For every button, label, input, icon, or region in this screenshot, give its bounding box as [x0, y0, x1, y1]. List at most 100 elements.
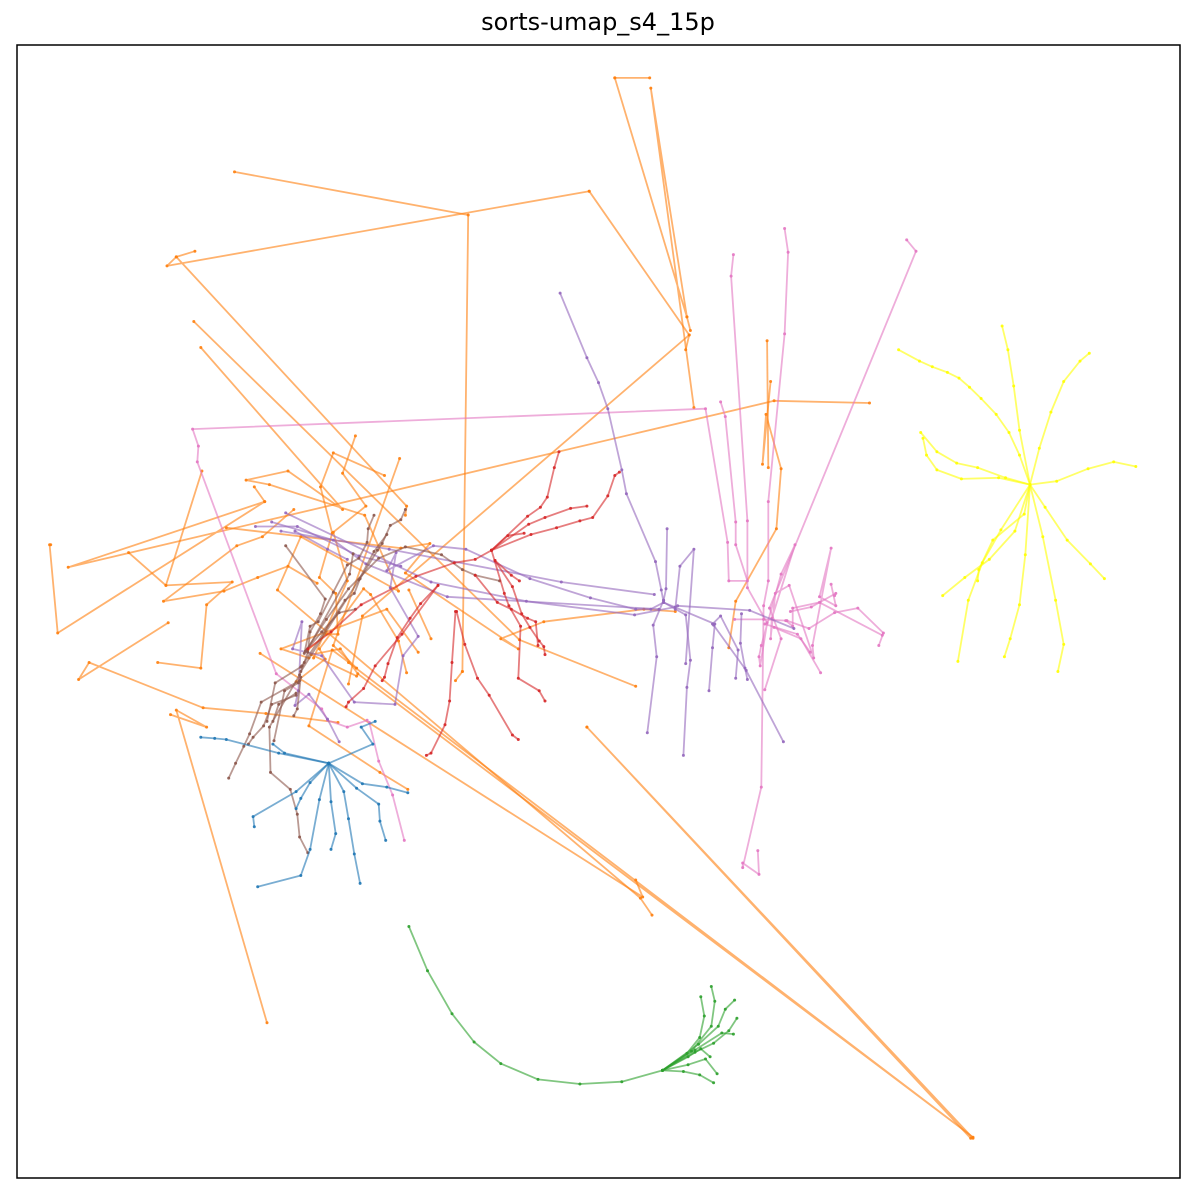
series-4-point-8-4	[510, 733, 514, 737]
series-0-point-19-1	[279, 647, 283, 651]
series-2-point-11-0	[270, 520, 274, 524]
series-2-point-2-1	[684, 613, 688, 617]
series-7-point-1-5	[919, 431, 923, 434]
series-0-point-0-1	[648, 76, 652, 80]
series-7-point-5-3	[1112, 460, 1116, 464]
series-7-point-0-5	[968, 385, 971, 389]
series-1-segment-3	[730, 254, 837, 667]
series-6-point-5-2	[699, 1047, 703, 1051]
series-5-point-2-2	[251, 815, 255, 819]
series-7-point-0-3	[994, 412, 998, 416]
series-4-point-10-3	[362, 687, 366, 690]
series-2-point-11-4	[657, 607, 661, 611]
series-4-point-3-4	[585, 504, 589, 508]
series-3-point-3-2	[316, 620, 320, 624]
series-4-point-2-2	[538, 505, 542, 509]
series-0-point-7-6	[397, 589, 400, 593]
series-1-point-4-3	[779, 637, 783, 641]
series-1-point-0-14	[345, 725, 349, 729]
series-7-point-6-3	[1088, 562, 1092, 566]
series-3-point-0-9	[288, 787, 292, 791]
series-0-point-6-5	[734, 599, 738, 603]
series-0-point-11-1	[77, 678, 81, 681]
series-3-point-7-2	[271, 719, 275, 723]
series-3-point-12-1	[348, 572, 352, 576]
series-4-point-9-3	[443, 723, 447, 727]
series-5-point-4-2	[308, 847, 312, 851]
series-1-point-0-5	[727, 579, 731, 583]
series-2-segment-12	[255, 525, 402, 568]
series-0-segment-10	[162, 508, 318, 603]
series-0-segment-20	[766, 340, 770, 468]
series-5-point-7-1	[355, 786, 359, 790]
series-5-point-7-4	[384, 838, 388, 842]
series-6-segment-5	[662, 1047, 711, 1072]
series-7-point-3-1	[1018, 428, 1021, 432]
series-1-point-2-1	[786, 250, 790, 254]
series-1-point-7-2	[784, 619, 788, 623]
series-2-point-14-2	[345, 557, 349, 561]
series-2-point-0-12	[528, 577, 532, 581]
series-1-point-3-3	[745, 586, 749, 590]
series-5-point-7-3	[378, 819, 382, 823]
series-4-point-6-5	[542, 645, 546, 649]
series-4-point-5-2	[517, 579, 521, 583]
series-2-point-0-22	[320, 654, 324, 658]
series-2-point-0-1	[585, 356, 589, 360]
series-6-point-2-2	[709, 1024, 713, 1028]
series-5-segment-2	[252, 762, 330, 827]
series-7	[897, 324, 1138, 673]
series-2-point-6-2	[736, 648, 740, 652]
series-3-point-10-2	[372, 550, 376, 553]
series-2-point-9-0	[712, 623, 716, 627]
series-3-point-8-2	[265, 719, 269, 723]
series-4-point-4-7	[617, 470, 621, 474]
series-5-point-9-2	[359, 725, 363, 729]
series-0-point-9-8	[673, 610, 677, 613]
series-4-point-8-1	[463, 642, 467, 646]
series-1-point-0-6	[726, 540, 730, 544]
series-2-point-12-3	[399, 564, 403, 568]
series-1-point-3-18	[834, 604, 838, 608]
series-0-point-8-6	[199, 666, 203, 670]
series-3-segment-5	[227, 679, 301, 779]
series-0-point-5-6	[66, 565, 70, 569]
series-2-point-1-2	[665, 527, 669, 531]
series-1-point-3-2	[745, 519, 749, 523]
series-6-point-4-1	[693, 1048, 697, 1052]
series-0-point-5-5	[263, 500, 267, 504]
series-7-point-0-1	[1018, 453, 1021, 457]
series-0-point-11-2	[87, 661, 91, 664]
series-0-point-8-2	[127, 551, 131, 555]
series-0-point-15-6	[406, 787, 410, 791]
series-6-point-1-3	[723, 1007, 727, 1011]
series-0-point-2-1	[165, 264, 169, 268]
series-0-point-0-6	[649, 86, 653, 90]
series-2-point-0-0	[558, 291, 562, 295]
series-4-point-6-3	[528, 625, 532, 629]
series-1-point-0-3	[734, 543, 738, 547]
series-3-point-5-4	[234, 761, 238, 765]
series-3-point-3-8	[372, 513, 376, 517]
series-0-point-22-3	[364, 504, 368, 508]
series-5-point-0-4	[199, 735, 203, 739]
series-3-point-1-3	[377, 556, 381, 560]
series-4-point-1-1	[495, 600, 499, 604]
series-6-point-0-7	[620, 1080, 624, 1084]
series-0-point-10-5	[256, 576, 260, 579]
series-5-point-4-1	[317, 798, 321, 802]
series-3-point-3-6	[365, 540, 369, 544]
series-5-point-0-2	[224, 738, 228, 741]
series-2-point-3-3	[707, 689, 711, 693]
series-0-point-16-3	[585, 725, 589, 729]
series-0-point-13-0	[169, 713, 172, 717]
series-0-point-3-3	[687, 333, 691, 337]
series-4-point-8-5	[516, 738, 520, 741]
series-1-point-3-1	[729, 274, 733, 278]
series-1-point-0-15	[365, 718, 369, 722]
series-3-point-7-1	[277, 702, 281, 706]
series-0-point-20-1	[766, 466, 770, 470]
series-7-point-0-10	[897, 348, 901, 352]
series-4-point-2-3	[545, 495, 549, 499]
series-0-point-21-8	[383, 474, 386, 477]
